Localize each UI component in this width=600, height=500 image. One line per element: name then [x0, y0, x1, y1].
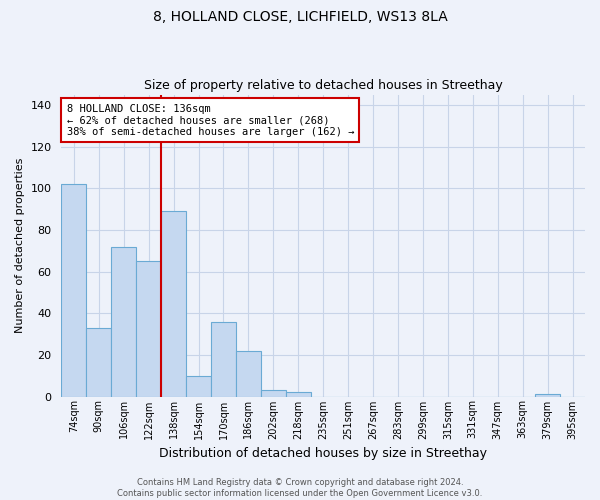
Bar: [261, 390, 286, 396]
Y-axis label: Number of detached properties: Number of detached properties: [15, 158, 25, 333]
Text: 8, HOLLAND CLOSE, LICHFIELD, WS13 8LA: 8, HOLLAND CLOSE, LICHFIELD, WS13 8LA: [152, 10, 448, 24]
Bar: [111, 246, 136, 396]
Bar: [286, 392, 311, 396]
Bar: [186, 376, 211, 396]
Title: Size of property relative to detached houses in Streethay: Size of property relative to detached ho…: [144, 79, 503, 92]
Bar: [136, 261, 161, 396]
Bar: [161, 211, 186, 396]
Bar: [61, 184, 86, 396]
Text: 8 HOLLAND CLOSE: 136sqm
← 62% of detached houses are smaller (268)
38% of semi-d: 8 HOLLAND CLOSE: 136sqm ← 62% of detache…: [67, 104, 354, 137]
Bar: [535, 394, 560, 396]
X-axis label: Distribution of detached houses by size in Streethay: Distribution of detached houses by size …: [159, 447, 487, 460]
Bar: [236, 350, 261, 397]
Text: Contains HM Land Registry data © Crown copyright and database right 2024.
Contai: Contains HM Land Registry data © Crown c…: [118, 478, 482, 498]
Bar: [86, 328, 111, 396]
Bar: [211, 322, 236, 396]
